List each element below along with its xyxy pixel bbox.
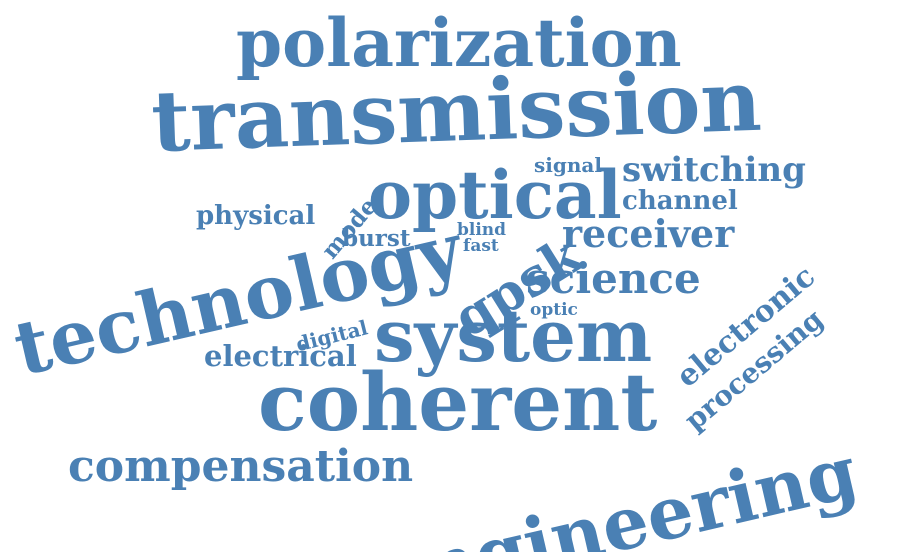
word-optical: optical bbox=[368, 156, 622, 234]
word-optic: optic bbox=[530, 300, 578, 320]
word-electrical: electrical bbox=[204, 339, 357, 373]
word-polarization: polarization bbox=[236, 4, 682, 82]
word-engineering: engineering bbox=[370, 428, 865, 552]
word-signal: signal bbox=[534, 153, 602, 177]
word-science: science bbox=[526, 254, 701, 303]
word-burst: burst bbox=[342, 225, 411, 252]
word-compensation: compensation bbox=[68, 441, 414, 492]
word-channel: channel bbox=[622, 186, 738, 216]
word-coherent: coherent bbox=[258, 355, 658, 449]
word-blind: blind bbox=[457, 220, 507, 240]
word-physical: physical bbox=[196, 201, 316, 231]
word-fast: fast bbox=[463, 236, 499, 256]
word-receiver: receiver bbox=[562, 211, 735, 256]
word-transmission: transmission bbox=[149, 50, 764, 171]
word-system: system bbox=[374, 293, 653, 378]
word-switching: switching bbox=[622, 150, 806, 190]
